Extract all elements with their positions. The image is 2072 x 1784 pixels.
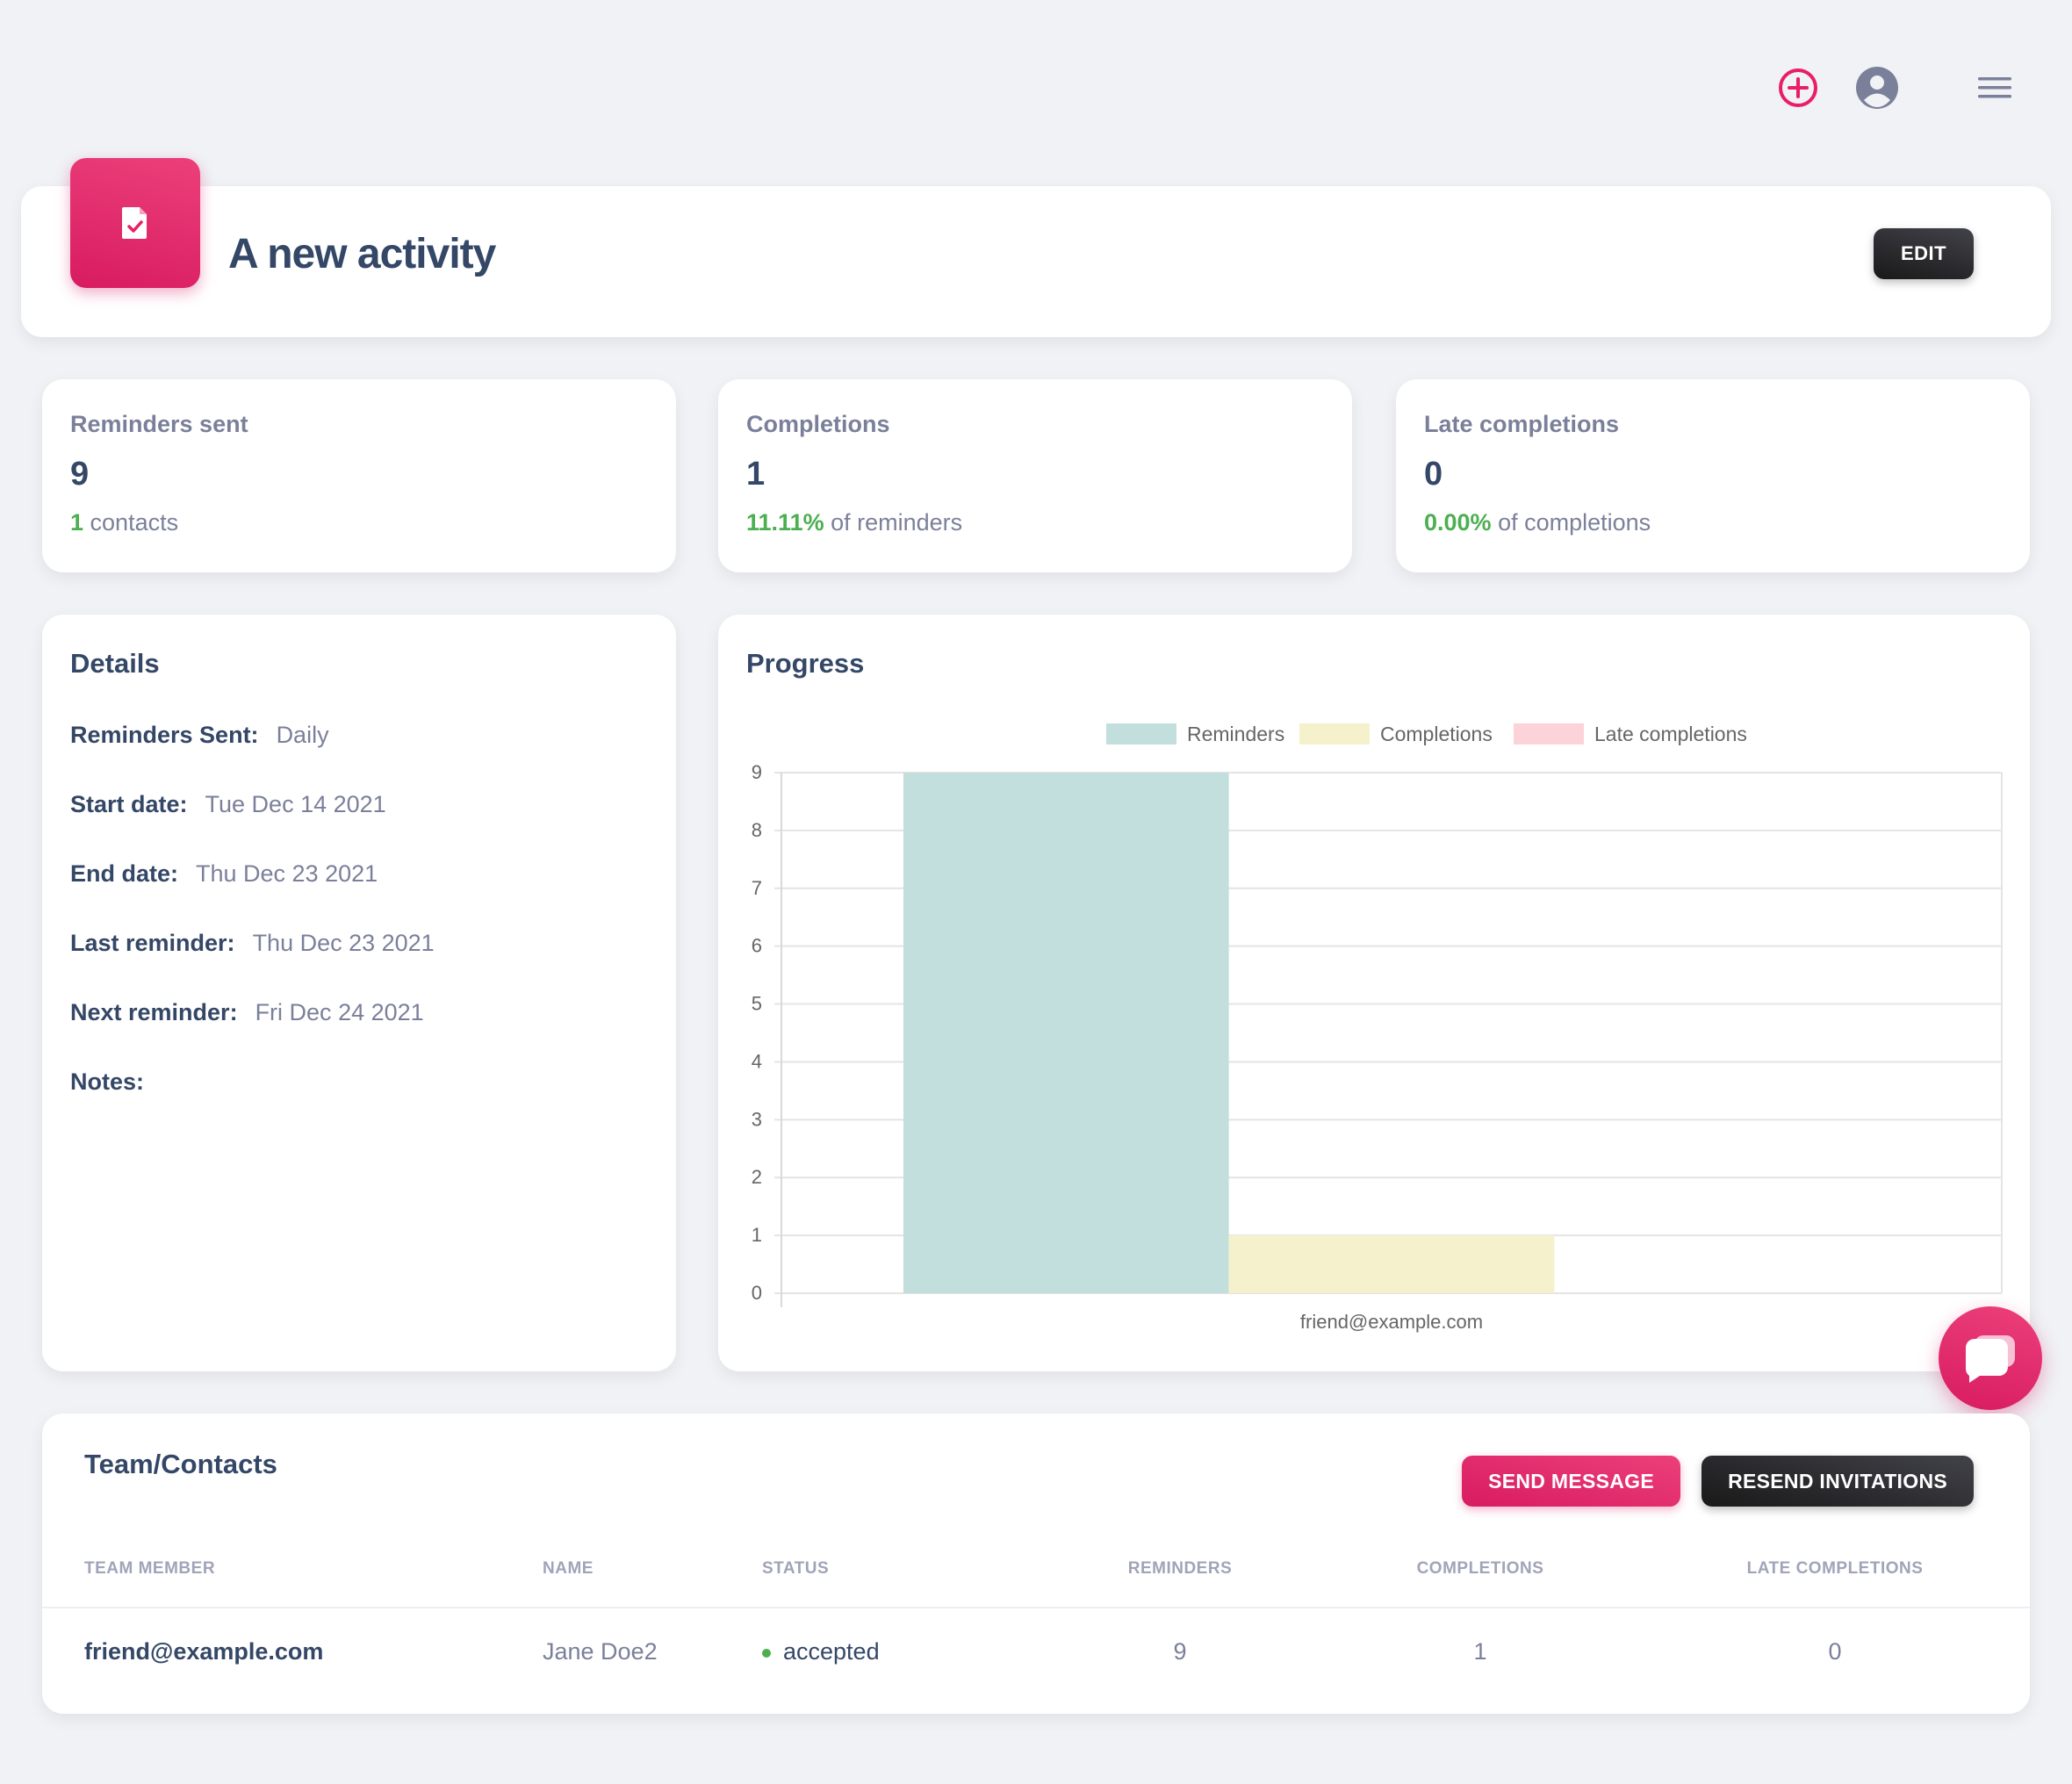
y-tick-label: 8 xyxy=(752,819,762,841)
stat-sub: 1 contacts xyxy=(70,509,648,536)
detail-key: Start date: xyxy=(70,791,188,817)
detail-row-last-reminder: Last reminder: Thu Dec 23 2021 xyxy=(70,930,648,957)
detail-row-next-reminder: Next reminder: Fri Dec 24 2021 xyxy=(70,999,648,1026)
detail-row-start-date: Start date: Tue Dec 14 2021 xyxy=(70,791,648,818)
table-cell-completions: 1 xyxy=(1473,1638,1487,1665)
hamburger-menu-icon[interactable] xyxy=(1970,63,2019,112)
y-tick-label: 5 xyxy=(752,993,762,1015)
topbar xyxy=(1773,63,2019,112)
stat-card-completions: Completions 1 11.11% of reminders xyxy=(718,379,1352,572)
legend-label: Reminders xyxy=(1187,723,1284,745)
detail-value: Thu Dec 23 2021 xyxy=(252,930,435,956)
column-header[interactable]: TEAM MEMBER xyxy=(84,1559,216,1578)
bar-completions xyxy=(1228,1235,1555,1293)
stat-value: 1 xyxy=(746,456,766,493)
y-tick-label: 6 xyxy=(752,935,762,957)
progress-card: Progress 0 1 2 3 4 5 6 7 8 9 friend@example.com Rem… xyxy=(718,615,2030,1371)
y-tick-label: 3 xyxy=(752,1108,762,1130)
table-cell-member[interactable]: friend@example.com xyxy=(84,1638,324,1665)
detail-key: Last reminder: xyxy=(70,930,235,956)
detail-row-notes: Notes: xyxy=(70,1068,648,1096)
table-divider xyxy=(42,1607,2030,1608)
stat-sub-highlight: 0.00% xyxy=(1424,509,1492,536)
legend-swatch xyxy=(1514,723,1584,745)
detail-value: Daily xyxy=(276,722,329,748)
y-tick-label: 7 xyxy=(752,877,762,899)
details-card: Details Reminders Sent: Daily Start date:… xyxy=(42,615,676,1371)
stat-card-reminders: Reminders sent 9 1 contacts xyxy=(42,379,676,572)
file-check-icon xyxy=(70,158,200,288)
column-header[interactable]: COMPLETIONS xyxy=(1416,1559,1544,1578)
send-message-button[interactable]: SEND MESSAGE xyxy=(1462,1456,1680,1507)
stat-label: Reminders sent xyxy=(70,411,248,437)
legend-label: Completions xyxy=(1380,723,1493,745)
table-cell-late: 0 xyxy=(1828,1638,1842,1665)
stat-value: 9 xyxy=(70,456,90,493)
stat-sub-highlight: 11.11% xyxy=(746,509,824,536)
table-cell-name: Jane Doe2 xyxy=(543,1638,658,1665)
user-circle-icon[interactable] xyxy=(1853,63,1902,112)
legend-swatch xyxy=(1106,723,1176,745)
status-dot-icon xyxy=(762,1648,771,1658)
progress-chart: 0 1 2 3 4 5 6 7 8 9 friend@example.com Reminders Com… xyxy=(752,723,2003,1333)
stat-sub: 11.11% of reminders xyxy=(746,509,1324,536)
team-title: Team/Contacts xyxy=(84,1449,277,1479)
stat-value: 0 xyxy=(1424,456,1443,493)
column-header[interactable]: LATE COMPLETIONS xyxy=(1746,1559,1924,1578)
detail-row-reminders-sent: Reminders Sent: Daily xyxy=(70,722,648,749)
column-header[interactable]: NAME xyxy=(543,1559,594,1578)
detail-value: Fri Dec 24 2021 xyxy=(255,999,424,1025)
table-cell-reminders: 9 xyxy=(1173,1638,1187,1665)
x-tick-label: friend@example.com xyxy=(1300,1311,1483,1333)
y-tick-label: 1 xyxy=(752,1224,762,1246)
stat-sub-text: contacts xyxy=(83,509,179,536)
stat-sub: 0.00% of completions xyxy=(1424,509,2002,536)
page-title: A new activity xyxy=(228,231,496,277)
edit-button[interactable]: EDIT xyxy=(1874,228,1974,279)
stat-label: Late completions xyxy=(1424,411,1620,437)
chat-bubble-icon[interactable] xyxy=(1939,1306,2042,1410)
y-tick-label: 9 xyxy=(752,761,762,783)
activity-header-card xyxy=(21,186,2051,337)
y-tick-label: 0 xyxy=(752,1282,762,1304)
detail-key: Notes: xyxy=(70,1068,145,1095)
table-cell-status: accepted xyxy=(762,1638,880,1665)
detail-value: Tue Dec 14 2021 xyxy=(205,791,386,817)
team-contacts-card: Team/Contacts SEND MESSAGE RESEND INVITA… xyxy=(42,1414,2030,1714)
y-tick-label: 2 xyxy=(752,1166,762,1188)
column-header[interactable]: REMINDERS xyxy=(1127,1559,1233,1578)
stat-sub-highlight: 1 xyxy=(70,509,84,536)
detail-row-end-date: End date: Thu Dec 23 2021 xyxy=(70,860,648,888)
detail-key: End date: xyxy=(70,860,179,887)
legend-swatch xyxy=(1299,723,1370,745)
progress-title: Progress xyxy=(746,648,865,679)
plus-circle-icon[interactable] xyxy=(1773,63,1823,112)
bar-reminders xyxy=(903,773,1229,1293)
stat-label: Completions xyxy=(746,411,890,437)
resend-invitations-button[interactable]: RESEND INVITATIONS xyxy=(1701,1456,1974,1507)
stat-sub-text: of completions xyxy=(1491,509,1651,536)
detail-value: Thu Dec 23 2021 xyxy=(196,860,378,887)
y-tick-label: 4 xyxy=(752,1050,762,1072)
stat-card-late-completions: Late completions 0 0.00% of completions xyxy=(1396,379,2030,572)
detail-key: Reminders Sent: xyxy=(70,722,259,748)
detail-key: Next reminder: xyxy=(70,999,238,1025)
legend-label: Late completions xyxy=(1594,723,1747,745)
details-title: Details xyxy=(70,648,160,679)
column-header[interactable]: STATUS xyxy=(762,1559,830,1578)
stat-sub-text: of reminders xyxy=(824,509,963,536)
status-text: accepted xyxy=(783,1638,880,1665)
